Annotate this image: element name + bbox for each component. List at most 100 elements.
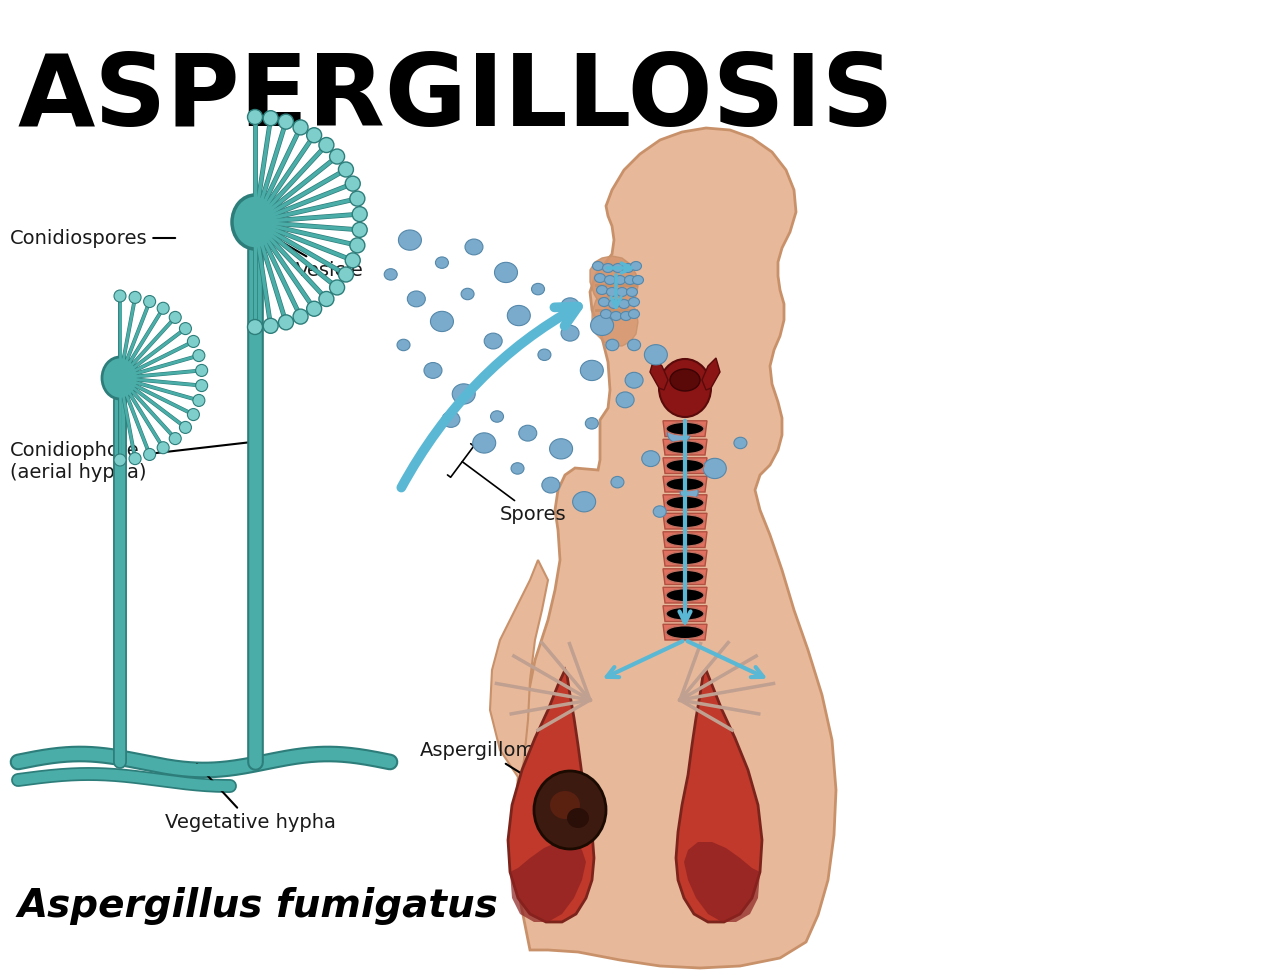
Ellipse shape xyxy=(436,257,448,269)
Ellipse shape xyxy=(430,312,453,331)
Ellipse shape xyxy=(350,238,365,253)
Ellipse shape xyxy=(666,626,705,639)
Ellipse shape xyxy=(534,771,606,849)
Ellipse shape xyxy=(398,230,421,250)
Ellipse shape xyxy=(397,339,410,351)
Ellipse shape xyxy=(642,451,660,466)
Ellipse shape xyxy=(606,287,617,297)
Ellipse shape xyxy=(338,267,354,282)
Ellipse shape xyxy=(666,608,705,620)
Ellipse shape xyxy=(580,361,603,380)
Ellipse shape xyxy=(585,417,598,429)
Ellipse shape xyxy=(591,316,614,335)
Ellipse shape xyxy=(196,379,208,392)
Ellipse shape xyxy=(507,306,530,325)
Ellipse shape xyxy=(633,275,643,284)
Ellipse shape xyxy=(129,453,141,465)
Ellipse shape xyxy=(306,301,322,317)
Ellipse shape xyxy=(666,422,705,435)
Ellipse shape xyxy=(424,363,442,378)
Ellipse shape xyxy=(615,275,625,284)
Ellipse shape xyxy=(680,484,698,500)
Ellipse shape xyxy=(644,345,667,365)
Ellipse shape xyxy=(158,302,169,315)
Ellipse shape xyxy=(670,369,699,391)
Ellipse shape xyxy=(616,287,628,297)
Ellipse shape xyxy=(263,111,278,125)
Ellipse shape xyxy=(623,264,634,272)
Ellipse shape xyxy=(293,120,307,135)
Ellipse shape xyxy=(666,514,705,527)
Text: Vegetative hypha: Vegetative hypha xyxy=(165,764,336,831)
Ellipse shape xyxy=(319,137,334,153)
Text: ASPERGILLOSIS: ASPERGILLOSIS xyxy=(18,50,894,147)
Ellipse shape xyxy=(346,253,360,268)
Ellipse shape xyxy=(666,552,705,564)
Ellipse shape xyxy=(658,359,711,417)
Ellipse shape xyxy=(625,372,643,388)
Ellipse shape xyxy=(193,350,205,362)
Polygon shape xyxy=(664,551,707,566)
Ellipse shape xyxy=(611,312,621,320)
Ellipse shape xyxy=(511,463,524,474)
Ellipse shape xyxy=(666,441,705,454)
Ellipse shape xyxy=(550,439,573,459)
Ellipse shape xyxy=(129,291,141,304)
Ellipse shape xyxy=(338,162,354,177)
Ellipse shape xyxy=(601,310,611,318)
Ellipse shape xyxy=(346,176,360,191)
Ellipse shape xyxy=(247,110,263,124)
Polygon shape xyxy=(702,358,720,390)
Ellipse shape xyxy=(473,433,496,453)
Ellipse shape xyxy=(187,409,200,420)
Ellipse shape xyxy=(179,421,191,433)
Polygon shape xyxy=(591,256,638,312)
Ellipse shape xyxy=(538,349,551,361)
Ellipse shape xyxy=(102,357,138,399)
Polygon shape xyxy=(664,439,707,455)
Ellipse shape xyxy=(666,589,705,602)
Ellipse shape xyxy=(442,412,460,427)
Ellipse shape xyxy=(630,262,642,270)
Ellipse shape xyxy=(625,275,635,284)
Ellipse shape xyxy=(319,291,334,307)
Polygon shape xyxy=(664,476,707,492)
Ellipse shape xyxy=(329,149,345,164)
Ellipse shape xyxy=(494,263,518,282)
Ellipse shape xyxy=(666,496,705,510)
Ellipse shape xyxy=(605,275,615,284)
Text: Aspergilloma: Aspergilloma xyxy=(420,741,561,799)
Ellipse shape xyxy=(293,309,307,324)
Ellipse shape xyxy=(567,808,589,828)
Ellipse shape xyxy=(666,570,705,583)
Ellipse shape xyxy=(352,222,368,237)
Ellipse shape xyxy=(169,432,181,445)
Ellipse shape xyxy=(169,312,181,323)
Polygon shape xyxy=(664,458,707,473)
Polygon shape xyxy=(664,624,707,640)
Ellipse shape xyxy=(629,298,639,307)
Polygon shape xyxy=(491,560,548,780)
Ellipse shape xyxy=(306,127,322,143)
Ellipse shape xyxy=(734,437,747,449)
Ellipse shape xyxy=(484,333,502,349)
Ellipse shape xyxy=(608,300,620,309)
Ellipse shape xyxy=(667,423,690,443)
Ellipse shape xyxy=(602,264,614,272)
Ellipse shape xyxy=(666,460,705,472)
Ellipse shape xyxy=(491,411,503,422)
Ellipse shape xyxy=(263,318,278,333)
Ellipse shape xyxy=(593,262,603,270)
Ellipse shape xyxy=(352,207,368,221)
Polygon shape xyxy=(649,358,667,390)
Polygon shape xyxy=(510,842,585,922)
Ellipse shape xyxy=(350,191,365,206)
Polygon shape xyxy=(515,128,836,968)
Ellipse shape xyxy=(179,322,191,334)
Polygon shape xyxy=(664,532,707,548)
Ellipse shape xyxy=(616,392,634,408)
Ellipse shape xyxy=(594,273,606,282)
Ellipse shape xyxy=(612,264,624,272)
Ellipse shape xyxy=(620,312,632,320)
Ellipse shape xyxy=(666,478,705,491)
